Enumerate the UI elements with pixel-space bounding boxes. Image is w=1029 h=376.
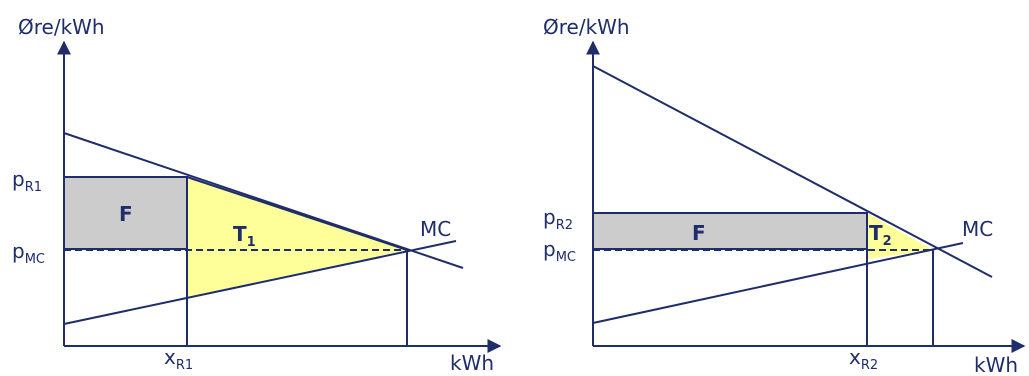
left-pr-label: pR1 [12, 167, 42, 195]
right-pr-label: pR2 [543, 205, 573, 233]
left-t-label: T1 [233, 222, 256, 250]
right-t-area [867, 213, 933, 259]
right-x-axis-label: kWh [974, 353, 1018, 376]
left-t-top-edge [186, 176, 408, 251]
right-mc-label: MC [962, 217, 993, 241]
left-t-area [187, 177, 407, 297]
left-f-label: F [119, 202, 133, 226]
right-diagram: Øre/kWh kWh MC pR2 pMC xR2 F T2 [543, 15, 1026, 376]
right-f-label: F [692, 221, 706, 245]
right-f-area [592, 212, 868, 250]
right-demand-line [592, 65, 993, 278]
right-t-label: T2 [869, 221, 892, 249]
right-y-axis-label: Øre/kWh [543, 15, 630, 39]
left-x-axis-label: kWh [450, 351, 494, 375]
right-xr-label: xR2 [849, 345, 878, 373]
right-mc-line [592, 242, 964, 324]
left-f-area [63, 176, 188, 250]
left-diagram: Øre/kWh kWh MC pR1 pMC xR1 F T1 [12, 15, 502, 375]
left-pmc-label: pMC [12, 239, 45, 267]
left-mc-label: MC [420, 217, 451, 241]
right-pmc-label: pMC [543, 237, 576, 265]
left-y-axis-label: Øre/kWh [18, 15, 105, 39]
left-xr-label: xR1 [164, 345, 193, 373]
left-mc-line [63, 240, 457, 325]
